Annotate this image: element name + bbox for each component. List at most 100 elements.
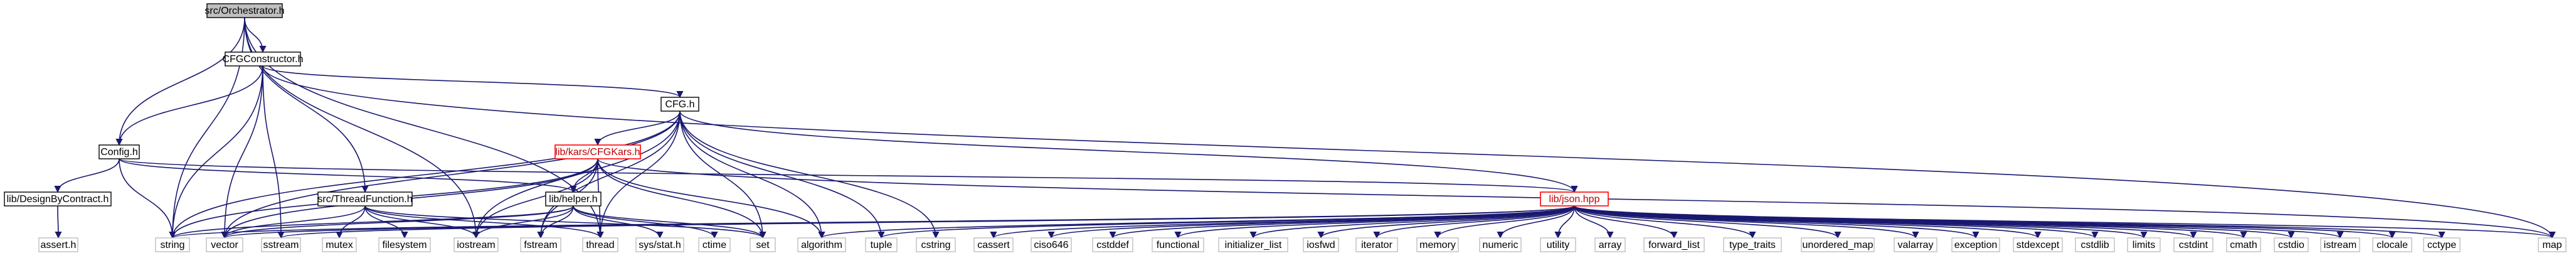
node-designbycontract[interactable]: lib/DesignByContract.h xyxy=(4,191,112,207)
node-type_traits: type_traits xyxy=(1723,237,1782,252)
edge-json-to-iterator xyxy=(1373,205,1575,239)
node-label-cmath: cmath xyxy=(2230,240,2257,250)
node-config[interactable]: Config.h xyxy=(98,144,140,159)
node-box-helper xyxy=(545,191,602,207)
edge-json-to-sstream xyxy=(278,205,1575,239)
node-label-sstream: sstream xyxy=(263,240,299,250)
node-label-mutex: mutex xyxy=(326,240,353,250)
node-box-tuple xyxy=(865,237,898,252)
node-cassert: cassert xyxy=(973,237,1014,252)
node-box-config xyxy=(98,144,140,159)
node-orchestrator[interactable]: src/Orchestrator.h xyxy=(204,3,285,18)
edge-json-to-numeric xyxy=(1497,205,1575,239)
node-box-vector xyxy=(206,237,243,252)
node-label-functional: functional xyxy=(1157,240,1200,250)
node-box-threadfunction xyxy=(317,191,413,207)
node-stdexcept: stdexcept xyxy=(2013,237,2063,252)
node-label-tuple: tuple xyxy=(871,240,893,250)
edge-orchestrator-to-threadfunction xyxy=(244,17,369,193)
edge-helper-to-iostream xyxy=(472,205,574,239)
node-box-map xyxy=(2538,237,2567,252)
node-cfgkars[interactable]: lib/kars/CFGKars.h xyxy=(554,144,641,159)
edge-helper-to-set xyxy=(573,205,766,239)
node-label-cstring: cstring xyxy=(921,240,950,250)
edge-helper-to-ctime xyxy=(573,205,718,239)
node-box-set xyxy=(750,237,776,252)
node-vector: vector xyxy=(206,237,243,252)
edge-config-to-designbycontract xyxy=(54,158,120,193)
node-box-ciso646 xyxy=(1031,237,1072,252)
edge-json-to-initializer_list xyxy=(1249,205,1575,239)
node-box-cctype xyxy=(2423,237,2461,252)
node-json[interactable]: lib/json.hpp xyxy=(1540,191,1609,207)
node-box-cstdio xyxy=(2274,237,2309,252)
node-unordered_map: unordered_map xyxy=(1801,237,1875,252)
edge-cfgconstructor-to-config xyxy=(115,65,263,146)
node-label-cstdio: cstdio xyxy=(2278,240,2304,250)
node-label-forward_list: forward_list xyxy=(1648,240,1700,250)
node-box-valarray xyxy=(1894,237,1937,252)
node-label-limits: limits xyxy=(2133,240,2155,250)
node-assert: assert.h xyxy=(38,237,78,252)
node-helper[interactable]: lib/helper.h xyxy=(545,191,602,207)
node-label-assert: assert.h xyxy=(41,240,77,250)
node-label-clocale: clocale xyxy=(2377,240,2408,250)
node-label-cstddef: cstddef xyxy=(1096,240,1129,250)
node-label-cfg: CFG.h xyxy=(665,99,694,110)
node-label-cfgconstructor: CFGConstructor.h xyxy=(223,54,304,65)
edge-cfgconstructor-to-vector xyxy=(221,65,263,239)
node-label-iosfwd: iosfwd xyxy=(1307,240,1335,250)
node-algorithm: algorithm xyxy=(797,237,846,252)
node-label-sysstat: sys/stat.h xyxy=(639,240,681,250)
node-label-json: lib/json.hpp xyxy=(1549,194,1600,205)
edge-json-to-memory xyxy=(1434,205,1575,239)
node-threadfunction[interactable]: src/ThreadFunction.h xyxy=(317,191,413,207)
node-forward_list: forward_list xyxy=(1643,237,1705,252)
node-box-algorithm xyxy=(797,237,846,252)
node-box-cfgkars xyxy=(554,144,641,159)
node-box-forward_list xyxy=(1643,237,1705,252)
node-box-thread xyxy=(582,237,618,252)
node-label-config: Config.h xyxy=(100,147,138,158)
edge-threadfunction-to-mutex xyxy=(336,205,366,239)
edge-json-to-cassert xyxy=(990,205,1575,239)
edge-cfgconstructor-to-sstream xyxy=(262,65,285,239)
node-set: set xyxy=(750,237,776,252)
node-label-initializer_list: initializer_list xyxy=(1225,240,1282,250)
edge-threadfunction-to-set xyxy=(364,205,766,239)
edge-config-to-helper xyxy=(119,158,577,193)
node-iterator: iterator xyxy=(1355,237,1398,252)
node-box-sstream xyxy=(261,237,301,252)
node-label-cstdint: cstdint xyxy=(2179,240,2208,250)
node-box-cmath xyxy=(2226,237,2261,252)
node-cmath: cmath xyxy=(2226,237,2261,252)
node-label-istream: istream xyxy=(2324,240,2356,250)
node-cstdio: cstdio xyxy=(2274,237,2309,252)
node-iostream: iostream xyxy=(453,237,499,252)
node-label-thread: thread xyxy=(586,240,614,250)
node-tuple: tuple xyxy=(865,237,898,252)
node-cfgconstructor[interactable]: CFGConstructor.h xyxy=(223,51,304,67)
node-label-cctype: cctype xyxy=(2427,240,2456,250)
node-box-designbycontract xyxy=(4,191,112,207)
node-label-set: set xyxy=(756,240,770,250)
node-label-map: map xyxy=(2542,240,2562,250)
node-clocale: clocale xyxy=(2372,237,2412,252)
edge-cfg-to-cstring xyxy=(679,110,940,239)
node-sysstat: sys/stat.h xyxy=(635,237,684,252)
node-cfg[interactable]: CFG.h xyxy=(660,97,699,112)
node-box-array xyxy=(1594,237,1626,252)
node-box-cassert xyxy=(973,237,1014,252)
edge-json-to-utility xyxy=(1554,205,1575,239)
node-thread: thread xyxy=(582,237,618,252)
node-box-type_traits xyxy=(1723,237,1782,252)
edge-cfg-to-json xyxy=(679,110,1578,193)
node-box-iosfwd xyxy=(1303,237,1339,252)
node-cctype: cctype xyxy=(2423,237,2461,252)
node-functional: functional xyxy=(1152,237,1204,252)
node-box-numeric xyxy=(1479,237,1522,252)
node-map: map xyxy=(2538,237,2567,252)
node-box-limits xyxy=(2127,237,2161,252)
node-label-array: array xyxy=(1599,240,1621,250)
